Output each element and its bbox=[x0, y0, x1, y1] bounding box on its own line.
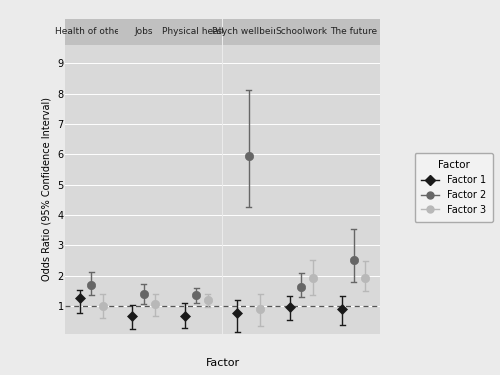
Text: Factor: Factor bbox=[206, 357, 240, 368]
Text: Health of others: Health of others bbox=[54, 27, 128, 36]
Y-axis label: Odds Ratio (95% Confidence Interval): Odds Ratio (95% Confidence Interval) bbox=[42, 98, 52, 281]
Text: Jobs: Jobs bbox=[134, 27, 153, 36]
Text: Psych wellbeing: Psych wellbeing bbox=[212, 27, 285, 36]
Legend: Factor 1, Factor 2, Factor 3: Factor 1, Factor 2, Factor 3 bbox=[414, 153, 492, 222]
Text: Physical health: Physical health bbox=[162, 27, 230, 36]
Text: The future: The future bbox=[330, 27, 378, 36]
Text: Schoolwork: Schoolwork bbox=[275, 27, 327, 36]
